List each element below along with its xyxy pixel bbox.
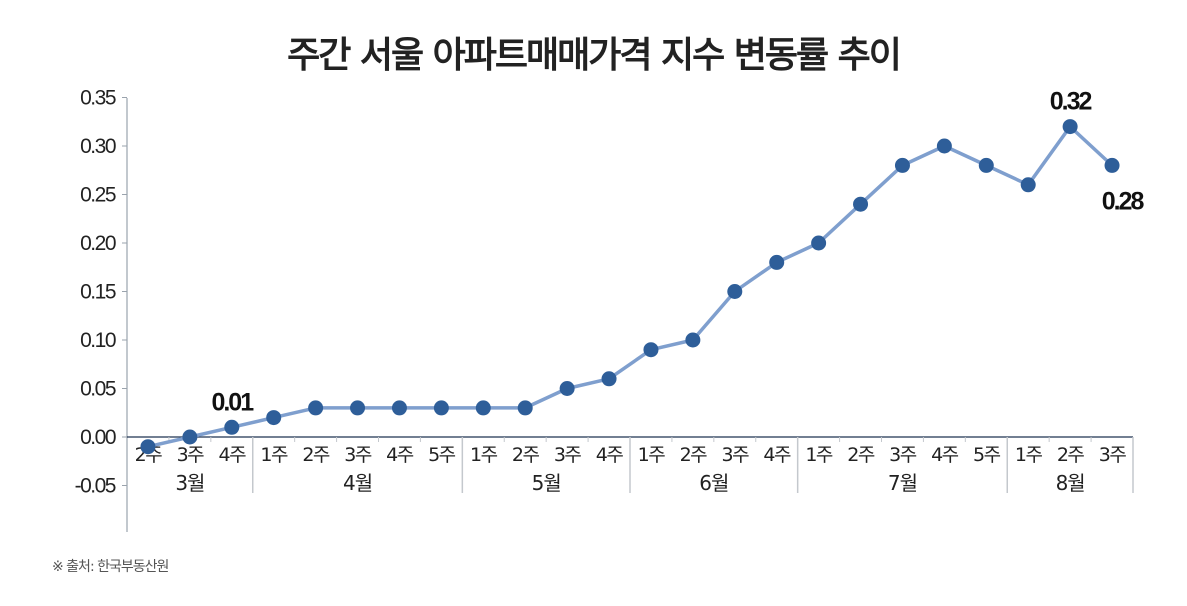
x-week-label: 3주	[177, 444, 205, 466]
x-week-label: 3주	[1099, 444, 1127, 466]
x-week-label: 2주	[680, 444, 708, 466]
y-tick-label: 0.00	[80, 426, 116, 449]
y-tick-label: -0.05	[75, 475, 116, 498]
x-week-label: 2주	[1057, 444, 1085, 466]
data-point-marker	[853, 196, 869, 212]
data-point-marker	[978, 157, 994, 173]
x-month-label: 5월	[532, 471, 561, 495]
y-tick-label: 0.30	[80, 135, 116, 158]
x-month-label: 6월	[699, 471, 728, 495]
data-point-marker	[1062, 119, 1078, 135]
data-point-marker	[391, 400, 407, 416]
data-point-marker	[643, 342, 659, 358]
data-point-marker	[224, 419, 240, 435]
y-tick-label: 0.15	[80, 281, 116, 304]
data-label: 0.32	[1050, 88, 1092, 116]
x-week-label: 1주	[260, 444, 288, 466]
data-point-marker	[266, 410, 282, 426]
x-month-label: 4월	[343, 471, 372, 495]
x-week-label: 2주	[847, 444, 875, 466]
y-tick-label: 0.05	[80, 378, 116, 401]
x-week-label: 1주	[470, 444, 498, 466]
data-point-marker	[685, 332, 701, 348]
chart-title: 주간 서울 아파트매매가격 지수 변동률 추이	[287, 35, 902, 76]
x-week-label: 4주	[386, 444, 414, 466]
data-label: 0.28	[1102, 187, 1145, 215]
data-point-marker	[517, 400, 533, 416]
y-tick-label: 0.25	[80, 184, 116, 207]
x-week-label: 2주	[302, 444, 330, 466]
x-week-label: 1주	[1015, 444, 1043, 466]
x-month-label: 7월	[888, 471, 917, 495]
series-line	[147, 124, 1114, 449]
data-point-marker	[811, 235, 827, 251]
data-point-marker	[1104, 157, 1120, 173]
x-week-label: 4주	[219, 444, 247, 466]
x-month-label: 3월	[175, 471, 204, 495]
data-point-marker	[727, 284, 743, 299]
data-point-marker	[433, 400, 449, 416]
data-point-marker	[182, 429, 198, 445]
data-point-marker	[1020, 177, 1036, 193]
data-point-marker	[559, 381, 575, 396]
source-note: ※ 출처: 한국부동산원	[52, 559, 169, 575]
x-week-label: 1주	[805, 444, 833, 466]
y-tick-label: 0.35	[80, 87, 116, 110]
data-point-marker	[308, 400, 324, 416]
x-week-label: 5주	[428, 444, 456, 466]
x-week-label: 1주	[638, 444, 666, 466]
data-point-marker	[936, 138, 952, 154]
x-week-label: 3주	[344, 444, 372, 466]
x-month-label: 8월	[1056, 471, 1085, 495]
x-week-label: 4주	[763, 444, 791, 466]
y-tick-label: 0.20	[80, 232, 116, 255]
x-week-label: 4주	[931, 444, 959, 466]
x-week-label: 4주	[596, 444, 624, 466]
x-week-label: 2주	[512, 444, 540, 466]
data-point-marker	[140, 439, 156, 455]
x-week-label: 3주	[722, 444, 750, 466]
data-point-marker	[475, 400, 491, 416]
x-week-label: 5주	[973, 444, 1001, 466]
data-point-marker	[350, 400, 366, 416]
x-week-label: 3주	[889, 444, 917, 466]
data-point-marker	[769, 254, 785, 270]
y-tick-label: 0.10	[80, 329, 116, 352]
data-label: 0.01	[211, 388, 254, 416]
data-point-marker	[894, 157, 910, 173]
data-point-marker	[601, 371, 617, 387]
x-week-label: 3주	[554, 444, 582, 466]
